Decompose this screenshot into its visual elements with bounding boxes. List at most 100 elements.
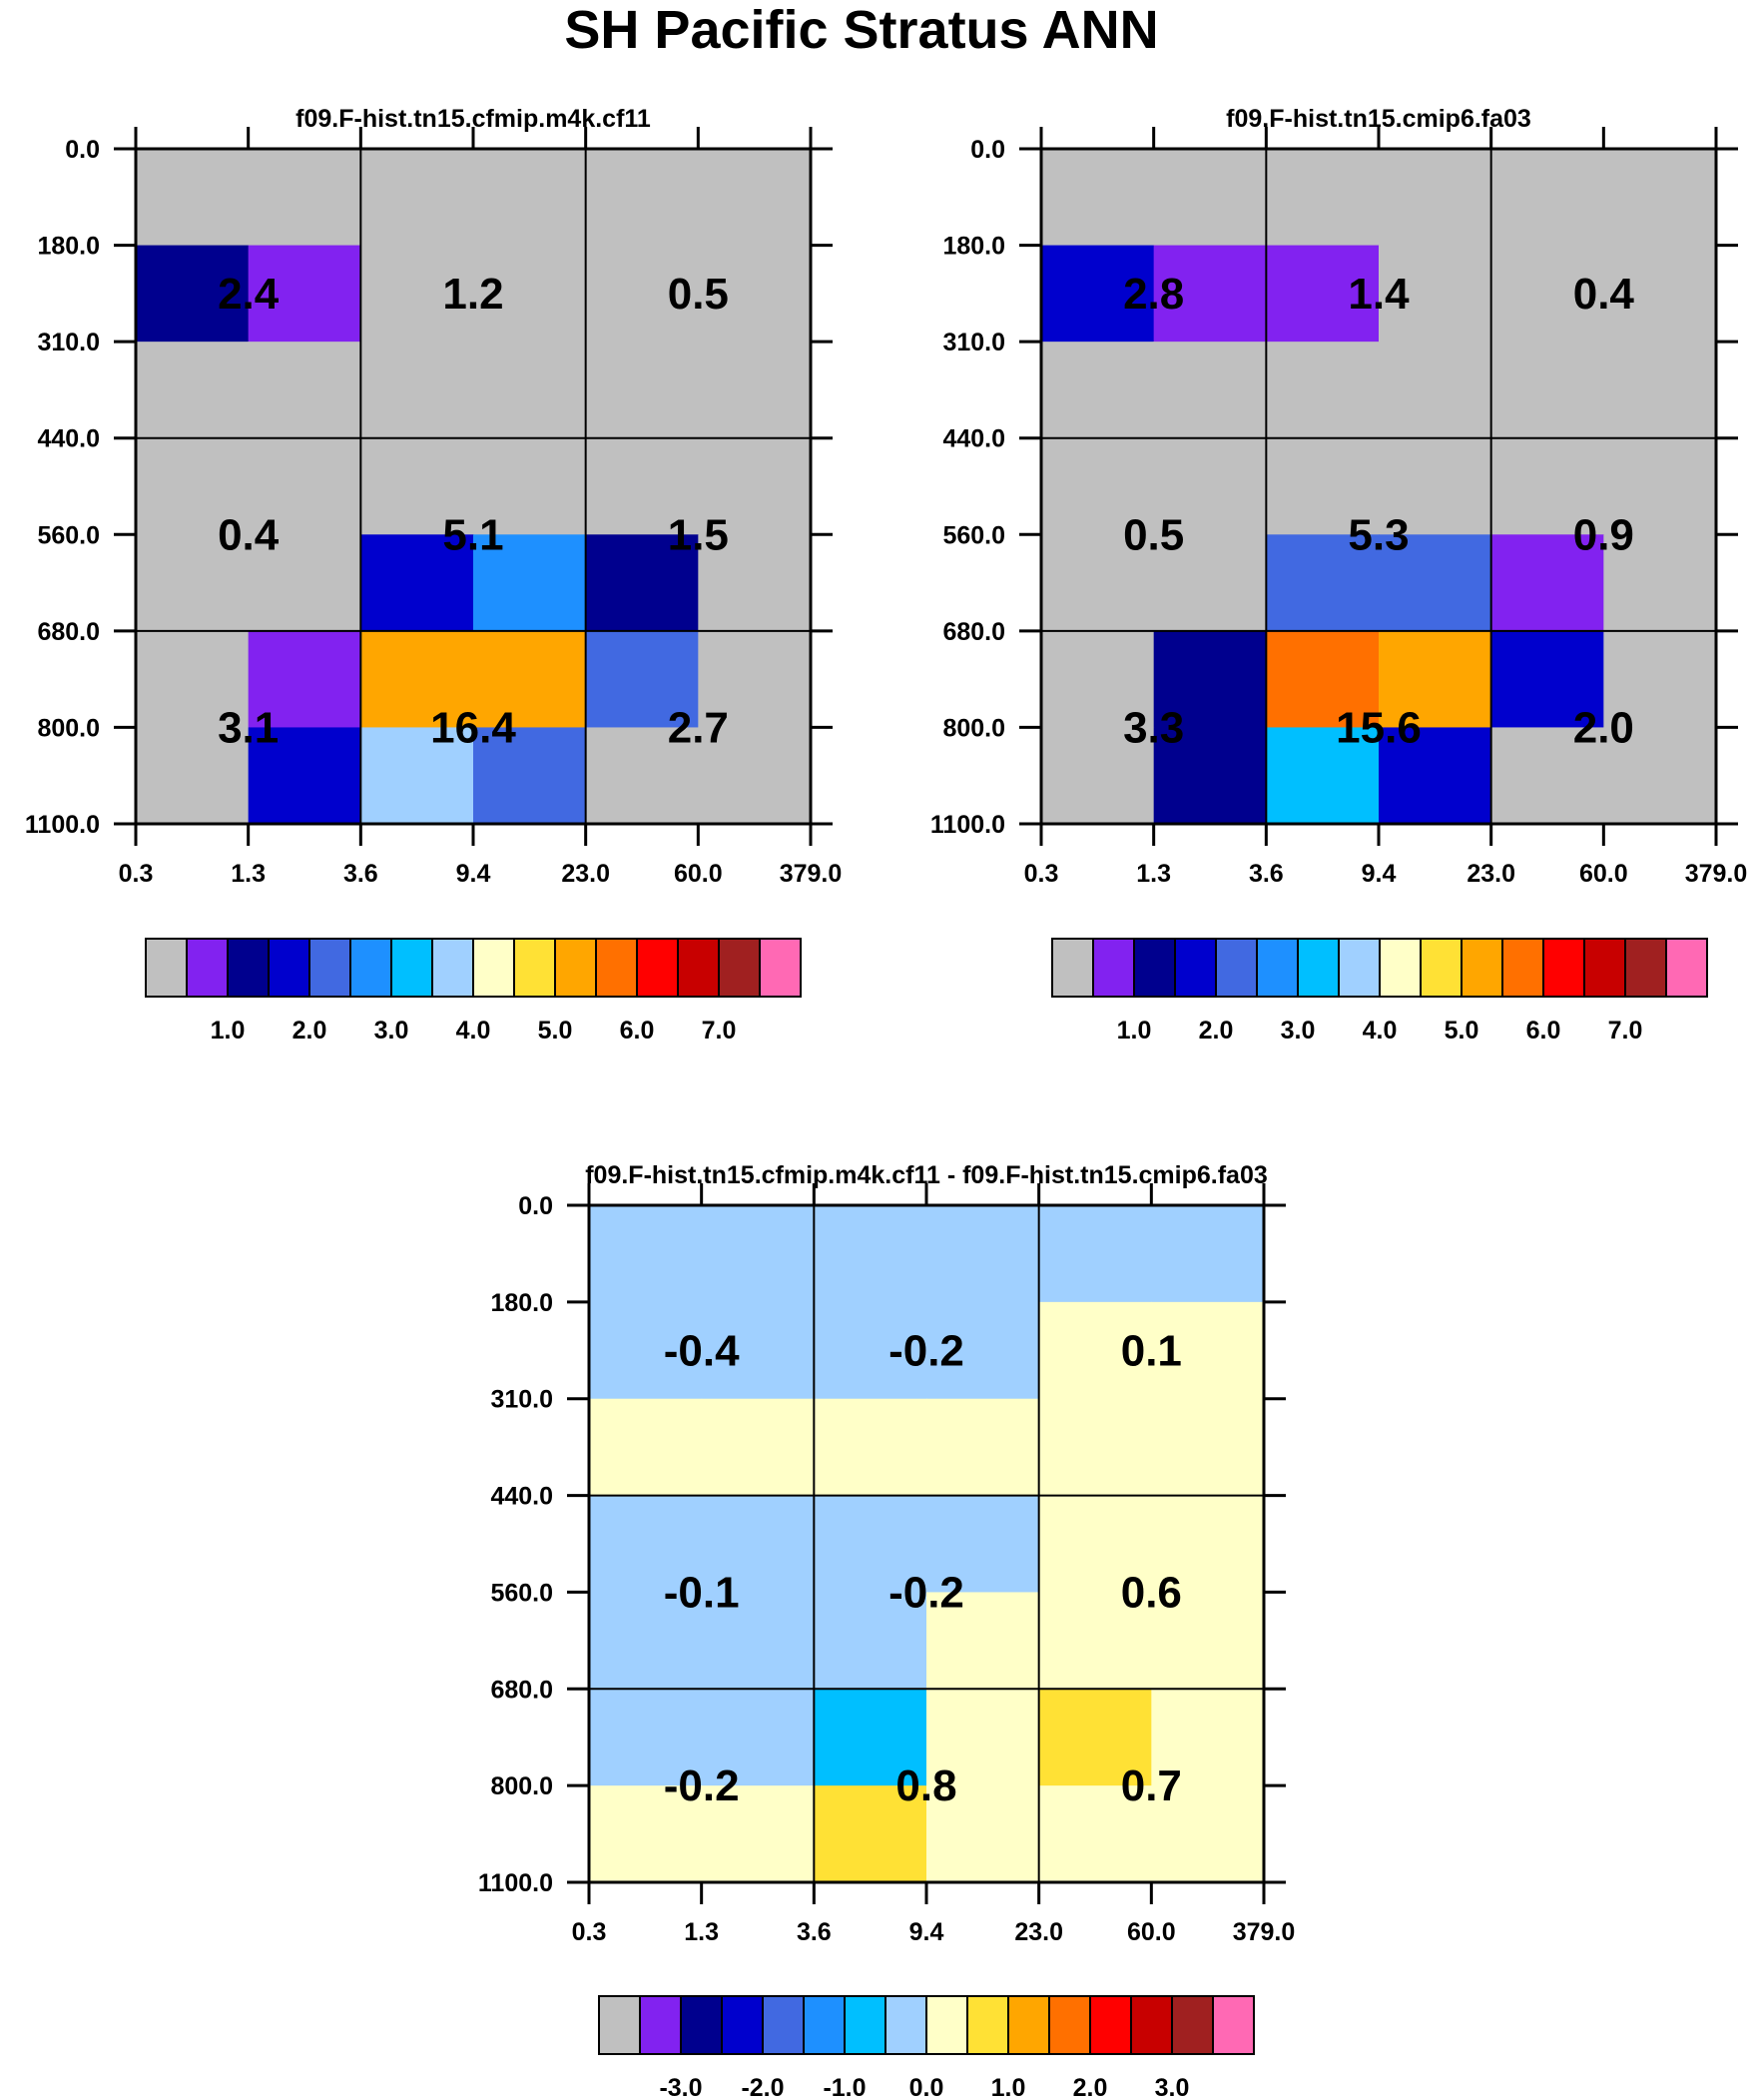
colorbar-label: 3.0 bbox=[1155, 2074, 1190, 2100]
y-tick-label: 1100.0 bbox=[25, 811, 100, 839]
cell-r4-c1 bbox=[701, 1592, 815, 1690]
cell-r1-c4 bbox=[1038, 1301, 1152, 1400]
y-tick-label: 1100.0 bbox=[930, 811, 1005, 839]
cell-r2-c5 bbox=[698, 342, 812, 439]
cell-r2-c4 bbox=[585, 342, 699, 439]
cell-r6-c0 bbox=[589, 1785, 703, 1883]
cell-r5-c1 bbox=[701, 1689, 815, 1786]
x-tick-label: 60.0 bbox=[1127, 1918, 1176, 1946]
box-value: -0.2 bbox=[888, 1326, 964, 1375]
colorbar-swatch bbox=[186, 938, 229, 998]
cell-r5-c4 bbox=[1490, 630, 1604, 729]
cell-r5-c5 bbox=[1151, 1689, 1265, 1786]
x-tick-label: 60.0 bbox=[674, 860, 723, 888]
cell-r5-c2 bbox=[360, 630, 474, 729]
x-tick-label: 23.0 bbox=[1467, 860, 1515, 888]
y-tick-label: 680.0 bbox=[942, 618, 1005, 646]
colorbar-swatch bbox=[636, 938, 679, 998]
cell-r4-c5 bbox=[698, 534, 812, 632]
cell-r4-c4 bbox=[1490, 534, 1604, 632]
cell-r0-c0 bbox=[1041, 149, 1155, 247]
colorbar-swatch bbox=[884, 1995, 927, 2055]
colorbar-swatch bbox=[1130, 1995, 1173, 2055]
colorbar-label: 5.0 bbox=[1445, 1017, 1479, 1045]
cell-r5-c2 bbox=[1266, 630, 1380, 729]
cell-r1-c2 bbox=[814, 1301, 927, 1400]
cell-r6-c3 bbox=[926, 1785, 1040, 1883]
colorbar-swatch bbox=[1089, 1995, 1132, 2055]
cell-r2-c4 bbox=[1490, 342, 1604, 439]
y-tick-label: 800.0 bbox=[490, 1772, 553, 1800]
x-tick-label: 23.0 bbox=[1014, 1918, 1063, 1946]
y-tick-label: 310.0 bbox=[37, 329, 100, 356]
cell-r0-c4 bbox=[1490, 149, 1604, 247]
box-value: 5.3 bbox=[1348, 510, 1409, 559]
colorbar-swatch bbox=[1051, 938, 1094, 998]
colorbar-swatch bbox=[721, 1995, 764, 2055]
cell-r0-c1 bbox=[1153, 149, 1267, 247]
cell-r0-c4 bbox=[585, 149, 699, 247]
cell-r1-c0 bbox=[1041, 245, 1155, 343]
colorbar-swatch bbox=[595, 938, 638, 998]
box-value: 0.5 bbox=[1123, 510, 1184, 559]
colorbar-label: -2.0 bbox=[741, 2074, 784, 2100]
box-value: 0.9 bbox=[1573, 510, 1634, 559]
colorbar-swatch bbox=[431, 938, 474, 998]
colorbar-swatch bbox=[1583, 938, 1626, 998]
cell-r1-c2 bbox=[1266, 245, 1380, 343]
box-value: 1.4 bbox=[1348, 270, 1410, 319]
box-value: 0.6 bbox=[1121, 1568, 1182, 1617]
colorbar-swatch bbox=[1461, 938, 1503, 998]
box-value: 2.7 bbox=[668, 703, 729, 752]
cell-r5-c2 bbox=[814, 1689, 927, 1786]
box-value: 2.0 bbox=[1573, 703, 1634, 752]
colorbar-swatch bbox=[349, 938, 392, 998]
cell-r1-c5 bbox=[1603, 245, 1717, 343]
cell-r3-c1 bbox=[701, 1495, 815, 1594]
colorbar-swatch bbox=[1007, 1995, 1050, 2055]
box-value: 2.4 bbox=[218, 270, 280, 319]
cell-r2-c0 bbox=[1041, 342, 1155, 439]
cell-r6-c2 bbox=[360, 727, 474, 825]
x-tick-label: 9.4 bbox=[456, 860, 491, 888]
cell-r2-c5 bbox=[1151, 1398, 1265, 1497]
panel-difference: f09.F-hist.tn15.cfmip.m4k.cf11 - f09.F-h… bbox=[478, 1161, 1295, 2100]
cell-r3-c2 bbox=[360, 437, 474, 535]
box-value: 1.5 bbox=[668, 510, 729, 559]
cell-r3-c0 bbox=[589, 1495, 703, 1594]
panel-cmip6-fa03: f09.F-hist.tn15.cmip6.fa030.0180.0310.04… bbox=[930, 105, 1747, 1045]
colorbar-label: 3.0 bbox=[1281, 1017, 1316, 1045]
cell-r1-c4 bbox=[585, 245, 699, 343]
panel-cfmip-m4k: f09.F-hist.tn15.cfmip.m4k.cf110.0180.031… bbox=[25, 105, 842, 1045]
cell-r6-c5 bbox=[1151, 1785, 1265, 1883]
cell-r6-c1 bbox=[248, 727, 361, 825]
colorbar-label: 4.0 bbox=[1363, 1017, 1398, 1045]
cell-r4-c2 bbox=[1266, 534, 1380, 632]
cell-r2-c4 bbox=[1038, 1398, 1152, 1497]
y-tick-label: 0.0 bbox=[970, 136, 1005, 164]
cell-r0-c0 bbox=[589, 1205, 703, 1303]
colorbar-swatch bbox=[268, 938, 310, 998]
cell-r6-c0 bbox=[136, 727, 250, 825]
cell-r5-c4 bbox=[1038, 1689, 1152, 1786]
colorbar-label: -1.0 bbox=[823, 2074, 866, 2100]
box-value: 2.8 bbox=[1123, 270, 1184, 319]
cell-r5-c1 bbox=[1153, 630, 1267, 729]
cell-r4-c1 bbox=[248, 534, 361, 632]
box-value: 0.4 bbox=[218, 510, 280, 559]
cell-r4-c4 bbox=[1038, 1592, 1152, 1690]
cell-r4-c0 bbox=[589, 1592, 703, 1690]
cell-r6-c4 bbox=[1038, 1785, 1152, 1883]
cell-r2-c3 bbox=[473, 342, 587, 439]
colorbar-label: 1.0 bbox=[1117, 1017, 1152, 1045]
y-tick-label: 440.0 bbox=[942, 425, 1005, 453]
colorbar-swatch bbox=[925, 1995, 968, 2055]
cell-r3-c3 bbox=[926, 1495, 1040, 1594]
colorbar-swatch bbox=[718, 938, 761, 998]
box-value: 5.1 bbox=[442, 510, 503, 559]
cell-r0-c2 bbox=[814, 1205, 927, 1303]
cell-r2-c2 bbox=[1266, 342, 1380, 439]
cell-r3-c4 bbox=[585, 437, 699, 535]
cell-r5-c1 bbox=[248, 630, 361, 729]
